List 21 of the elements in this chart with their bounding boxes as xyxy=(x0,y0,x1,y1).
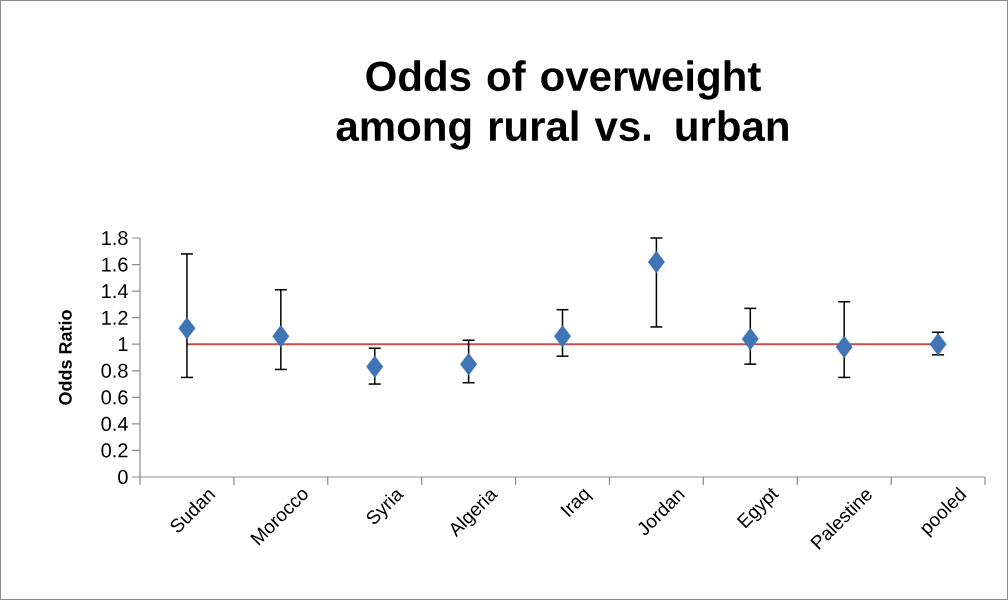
point xyxy=(835,335,853,359)
y-tick-label: 1.6 xyxy=(102,257,128,272)
x-tick-label: Iraq xyxy=(560,488,594,517)
y-tick-label: 1 xyxy=(118,337,128,352)
y-tick-label: 1.4 xyxy=(102,284,128,298)
y-axis-title: Odds Ratio xyxy=(58,310,72,405)
point xyxy=(647,250,665,274)
y-tick-label: 1.2 xyxy=(102,310,128,325)
point xyxy=(272,325,290,348)
y-tick-label: 0 xyxy=(118,469,128,485)
point xyxy=(741,327,759,351)
point xyxy=(366,355,384,378)
y-tick-label: 0.2 xyxy=(101,443,128,458)
point xyxy=(554,325,571,348)
chart-title: Odds of overweight among rural vs. urban xyxy=(336,60,788,150)
y-tick-label: 0.6 xyxy=(101,390,128,405)
point xyxy=(460,352,478,376)
y-tick-label: 0.4 xyxy=(101,416,128,431)
y-tick-label: 0.8 xyxy=(101,363,128,378)
point xyxy=(178,317,196,340)
y-tick-label: 1.8 xyxy=(102,230,128,246)
